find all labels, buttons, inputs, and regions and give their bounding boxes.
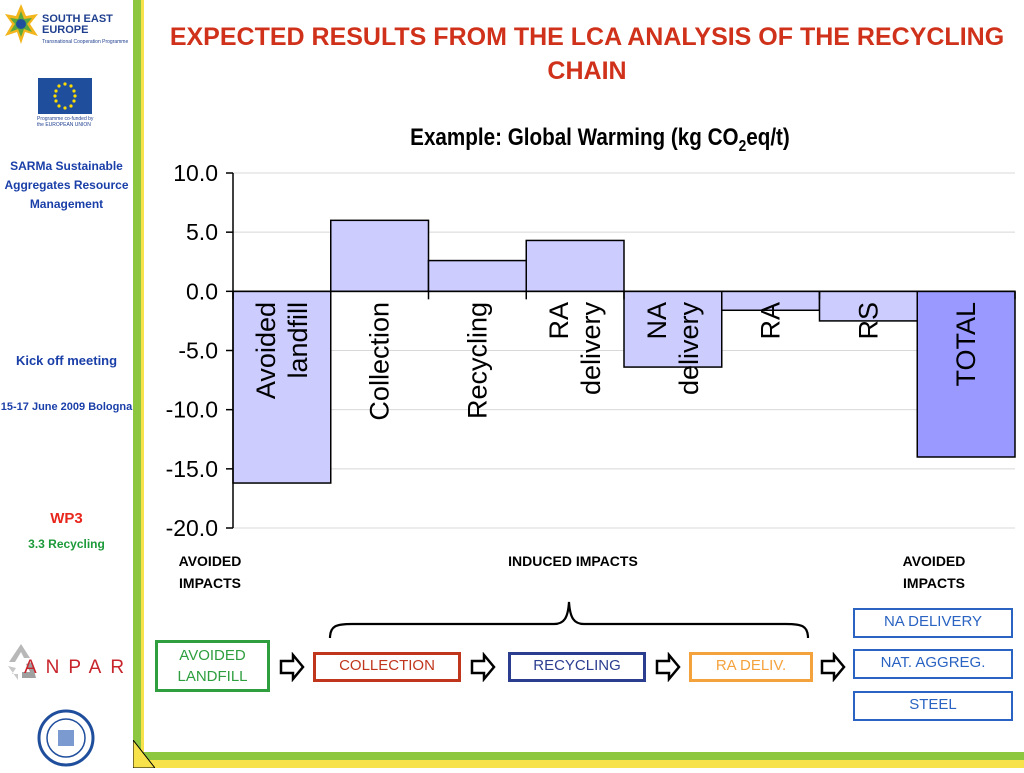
y-tick-label: -10.0 <box>166 397 218 423</box>
na-delivery-box: NA DELIVERY <box>853 608 1013 638</box>
eu-caption: Programme co-funded by the EUROPEAN UNIO… <box>37 116 94 128</box>
work-package-topic: 3.3 Recycling <box>28 537 105 551</box>
recycling-box: RECYCLING <box>508 652 646 682</box>
category-label-line: Recycling <box>462 302 492 419</box>
chart-title-suffix: eq/t) <box>746 124 790 151</box>
south-east-europe-logo: SOUTH EAST EUROPE Transnational Cooperat… <box>2 2 128 50</box>
y-tick-label: 10.0 <box>173 160 218 186</box>
page-corner-icon <box>133 740 155 768</box>
anpar-logo <box>4 640 128 694</box>
category-label: RA <box>756 302 786 340</box>
y-tick-label: 5.0 <box>186 219 218 245</box>
category-label: Recycling <box>462 302 492 419</box>
chart-title-prefix: Example: Global Warming (kg CO <box>410 124 739 151</box>
bottom-border <box>133 752 1024 760</box>
meeting-label: Kick off meeting <box>15 353 118 368</box>
chart-title-subscript: 2 <box>738 137 747 155</box>
ra-delivery-box: RA DELIV. <box>689 652 813 682</box>
category-label: TOTAL <box>951 302 981 387</box>
y-tick-label: -15.0 <box>166 456 218 482</box>
flow-arrow-icon <box>820 652 846 682</box>
category-label-line: RA <box>544 302 574 340</box>
avoided-impacts-left: AVOIDED IMPACTS <box>178 553 242 591</box>
anpar-wordmark: ANPAR <box>24 657 134 678</box>
chart-title: Example: Global Warming (kg CO2eq/t) <box>282 124 918 156</box>
induced-brace-icon <box>328 601 810 639</box>
category-label-line: RS <box>853 302 883 340</box>
sidebar-border <box>133 0 141 760</box>
sidebar: SOUTH EAST EUROPE Transnational Cooperat… <box>0 0 133 768</box>
flow-arrow-icon <box>655 652 681 682</box>
avoided-landfill-box: AVOIDED LANDFILL <box>155 640 270 692</box>
y-tick-label: 0.0 <box>186 278 218 304</box>
bottom-border-accent <box>144 760 1024 768</box>
bar-recycling <box>427 259 527 293</box>
eu-flag-icon <box>38 78 92 114</box>
flow-arrow-icon <box>470 652 496 682</box>
induced-impacts: INDUCED IMPACTS <box>508 553 638 569</box>
see-subtitle: Transnational Cooperation Programme <box>42 39 129 45</box>
category-label-line: RA <box>756 302 786 340</box>
flow-arrow-icon <box>279 652 305 682</box>
steel-box: STEEL <box>853 691 1013 721</box>
bar-na-delivery <box>623 290 723 368</box>
bar-avoided-landfill <box>232 290 332 484</box>
nat-aggreg-box: NAT. AGGREG. <box>853 649 1013 679</box>
category-label-line: delivery <box>674 302 704 396</box>
category-label-line: TOTAL <box>951 302 981 387</box>
recycle-icon <box>8 644 36 680</box>
category-label-line: delivery <box>576 302 606 396</box>
category-label-line: Avoided <box>251 302 281 399</box>
y-tick-label: -20.0 <box>166 515 218 541</box>
sidebar-border-accent <box>141 0 144 760</box>
y-tick-label: -5.0 <box>178 338 218 364</box>
project-name: SARMa Sustainable Aggregates Resource Ma… <box>4 159 129 211</box>
meeting-dates: 15-17 June 2009 Bologna <box>0 401 133 413</box>
category-label: Avoided landfill <box>251 302 313 399</box>
star-logo-icon <box>5 4 38 44</box>
page-title: EXPECTED RESULTS FROM THE LCA ANALYSIS O… <box>169 23 1005 85</box>
collection-box: COLLECTION <box>313 652 461 682</box>
category-label: Collection <box>365 302 395 421</box>
politecnico-seal-icon <box>36 708 96 768</box>
category-label: RS <box>853 302 883 340</box>
see-title: SOUTH EAST EUROPE <box>42 13 113 36</box>
avoided-impacts-right: AVOIDED IMPACTS <box>902 553 966 591</box>
category-label: NA delivery <box>642 302 704 396</box>
bar-collection <box>330 219 430 293</box>
category-label-line: NA <box>642 302 672 340</box>
work-package: WP3 <box>50 510 83 527</box>
bar-total <box>916 290 1016 458</box>
category-label-line: Collection <box>365 302 395 421</box>
bar-ra-delivery <box>525 239 625 293</box>
category-label: RA delivery <box>544 302 606 396</box>
category-label-line: landfill <box>283 302 313 379</box>
